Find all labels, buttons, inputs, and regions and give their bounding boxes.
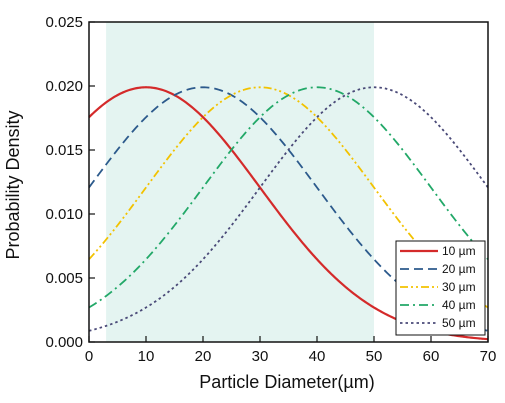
y-tick-label: 0.015 xyxy=(45,142,83,159)
plot-shaded-region xyxy=(106,22,374,342)
y-tick-label: 0.000 xyxy=(45,334,83,351)
series-line-3 xyxy=(88,86,489,309)
x-tick-label: 10 xyxy=(138,348,155,365)
y-tick-label: 0.010 xyxy=(45,206,83,223)
x-tick-label: 60 xyxy=(423,348,440,365)
x-tick-label: 40 xyxy=(309,348,326,365)
x-tick-label: 70 xyxy=(480,348,497,365)
x-axis-title: Particle Diameter(µm) xyxy=(199,372,374,392)
x-tick-label: 50 xyxy=(366,348,383,365)
legend-label-2: 30 µm xyxy=(442,280,476,294)
legend-box xyxy=(395,240,486,336)
y-axis-title: Probability Density xyxy=(3,110,23,259)
x-tick-label: 30 xyxy=(252,348,269,365)
x-tick-label: 20 xyxy=(195,348,212,365)
series-line-4 xyxy=(88,86,489,332)
ticks-layer: 0 10 20 30 40 50 60 70 0.000 0.005 0.010 0.015 0.020… xyxy=(45,14,496,365)
legend: 10 µm 20 µm 30 µm 40 µm 50 µm xyxy=(395,240,486,336)
legend-label-1: 20 µm xyxy=(442,262,476,276)
y-tick-label: 0.005 xyxy=(45,270,83,287)
legend-label-4: 50 µm xyxy=(442,316,476,330)
y-tick-label: 0.020 xyxy=(45,78,83,95)
x-tick-label: 0 xyxy=(85,348,93,365)
legend-label-0: 10 µm xyxy=(442,244,476,258)
legend-label-3: 40 µm xyxy=(442,298,476,312)
plot-frame xyxy=(88,21,489,343)
y-tick-label: 0.025 xyxy=(45,14,83,31)
